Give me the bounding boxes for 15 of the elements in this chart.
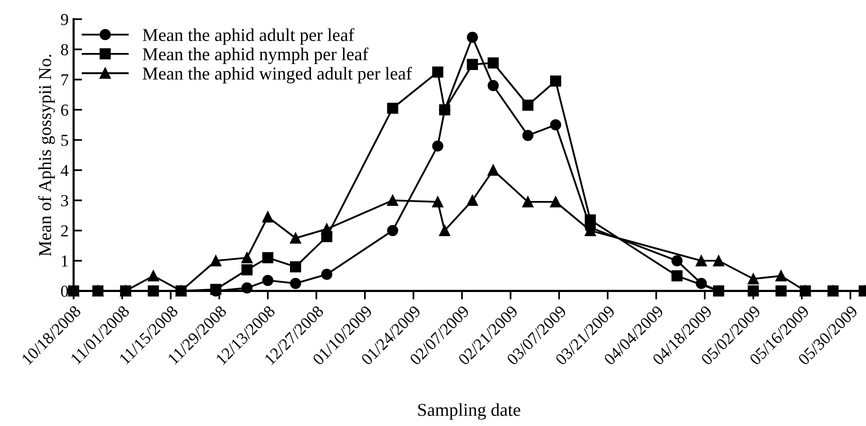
x-axis-title: Sampling date bbox=[418, 403, 520, 420]
y-tick-label: 2 bbox=[61, 225, 68, 236]
y-tick-label: 5 bbox=[61, 134, 68, 146]
y-tick-label: 8 bbox=[61, 44, 68, 56]
y-tick-label: 7 bbox=[62, 74, 68, 86]
y-tick-label: 9 bbox=[60, 14, 68, 26]
y-axis-title: Mean of Aphis gossypii No. bbox=[38, 54, 55, 256]
y-tick-label: 4 bbox=[60, 164, 68, 176]
legend-label: Mean the aphid adult per leaf bbox=[142, 28, 354, 45]
y-tick-label: 3 bbox=[61, 195, 68, 206]
y-tick-label: 1 bbox=[62, 256, 68, 267]
y-tick-label: 0 bbox=[61, 286, 68, 297]
legend-label: Mean the aphid winged adult per leaf bbox=[142, 66, 412, 84]
legend-label: Mean the aphid nymph per leaf bbox=[142, 47, 368, 64]
y-tick-label: 6 bbox=[61, 104, 68, 116]
